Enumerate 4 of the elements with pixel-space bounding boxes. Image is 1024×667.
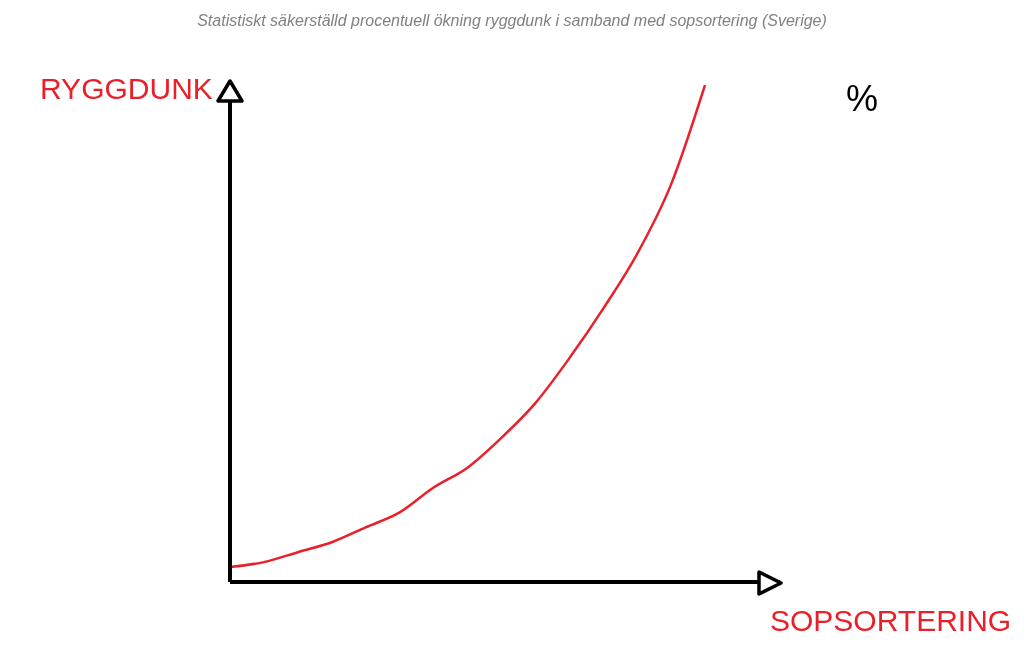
y-axis-title: RYGGDUNK [40,72,213,106]
x-axis-title: SOPSORTERING [770,604,1012,638]
chart-title: Statistiskt säkerställd procentuell ökning ryggdunk i samband med sopsortering (Sverige) [196,12,828,30]
text: % [846,78,879,120]
